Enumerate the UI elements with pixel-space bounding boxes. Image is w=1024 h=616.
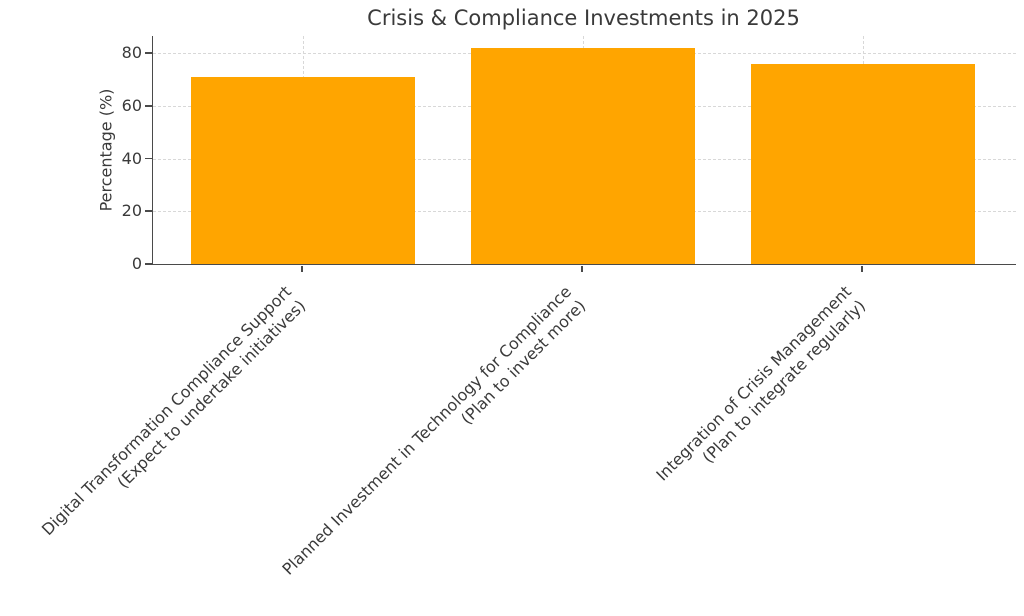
y-tick-mark	[145, 105, 152, 107]
bar	[471, 48, 695, 264]
x-tick-label-line: (Expect to undertake initiatives)	[113, 296, 310, 492]
y-tick-label: 80	[121, 43, 142, 63]
y-tick-label: 0	[131, 254, 142, 273]
x-tick-label-line: (Plan to integrate regularly)	[698, 296, 870, 467]
x-tick-mark	[581, 266, 583, 272]
x-tick-label-line: Digital Transformation Compliance Suppor…	[38, 282, 296, 540]
bar	[751, 63, 975, 264]
x-tick-label-line: Planned Investment in Technology for Com…	[278, 282, 576, 579]
x-tick-label-line: (Plan to invest more)	[457, 296, 590, 429]
x-tick-mark	[861, 266, 863, 272]
x-tick-mark	[301, 266, 303, 272]
x-tick-label: Digital Transformation Compliance Suppor…	[38, 282, 310, 554]
x-tick-label: Planned Investment in Technology for Com…	[279, 282, 591, 594]
plot-area	[152, 36, 1016, 265]
y-tick-label: 60	[121, 96, 142, 116]
y-tick-mark	[145, 157, 152, 160]
x-tick-label-line: Integration of Crisis Management	[652, 282, 856, 485]
y-tick-mark	[145, 263, 152, 265]
y-tick-label: 20	[121, 201, 142, 221]
y-tick-mark	[145, 52, 152, 55]
y-tick-mark	[145, 210, 152, 213]
x-tick-label: Integration of Crisis Management (Plan to…	[653, 282, 870, 499]
chart-title: Crisis & Compliance Investments in 2025	[367, 6, 800, 30]
bar	[191, 77, 415, 264]
y-tick-label: 40	[121, 148, 142, 168]
